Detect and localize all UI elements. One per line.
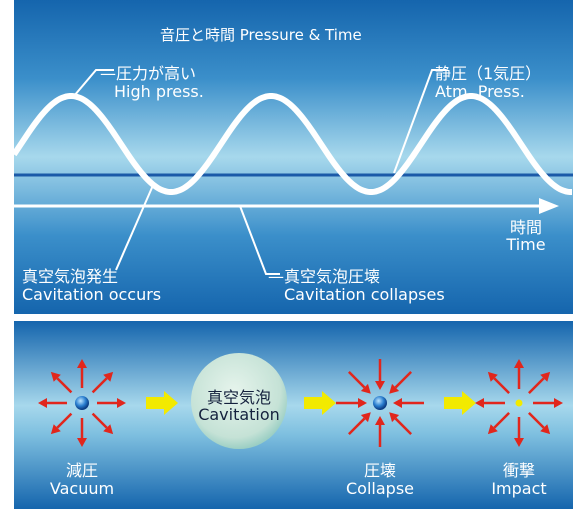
vacuum-arrow-head <box>117 398 126 408</box>
vacuum-arrow-shaft <box>91 412 108 429</box>
impact-label-en: Impact <box>491 479 547 498</box>
cavitation-process-panel: 減圧 Vacuum 真空気泡 Cavitation 圧壊 Collapse 衝撃… <box>14 321 573 509</box>
vacuum-arrow-head <box>38 398 47 408</box>
impact-arrow-shaft <box>493 412 510 429</box>
collapse-arrow-shaft <box>394 371 412 389</box>
collapse-arrow-shaft <box>348 417 366 435</box>
high-press-leader <box>73 69 114 97</box>
collapse-arrow-shaft <box>348 371 366 389</box>
collapse-arrow-head <box>389 383 400 394</box>
vacuum-arrow-shaft <box>56 412 73 429</box>
high-press-label-en: High press. <box>114 82 204 101</box>
vacuum-arrows <box>38 359 126 447</box>
cavitation-collapse-label-en: Cavitation collapses <box>284 285 445 304</box>
impact-arrow-shaft <box>528 377 545 394</box>
time-axis-arrowhead <box>539 198 559 214</box>
bubble-label-en: Cavitation <box>198 405 280 424</box>
cavitation-collapse-label-jp: —真空気泡圧壊 <box>268 267 381 286</box>
collapse-arrow-shaft <box>394 417 412 435</box>
occurs-leader <box>115 182 155 271</box>
impact-arrows <box>475 359 563 447</box>
vacuum-arrow-head <box>50 371 61 382</box>
yellow-arrow-icon <box>444 391 476 415</box>
collapse-label-jp: 圧壊 <box>363 461 396 480</box>
collapse-arrow-head <box>375 416 385 425</box>
impact-arrow-head <box>475 398 484 408</box>
collapse-arrow-head <box>360 412 371 423</box>
collapse-arrow-head <box>375 381 385 390</box>
vacuum-arrow-head <box>103 371 114 382</box>
vacuum-label-en: Vacuum <box>49 479 115 498</box>
collapse-arrow-head <box>358 398 367 408</box>
collapse-arrows <box>336 359 424 447</box>
impact-label-jp: 衝撃 <box>502 461 535 480</box>
impact-arrow-head <box>554 398 563 408</box>
impact-arrow-head <box>540 424 551 435</box>
collapse-leader <box>239 205 280 275</box>
static-press-label-jp: 静圧（1気圧） <box>435 64 542 83</box>
collapse-label-en: Collapse <box>346 479 414 498</box>
collapse-arrow-head <box>393 398 402 408</box>
static-press-leader <box>393 69 446 174</box>
collapse-arrow-head <box>389 412 400 423</box>
yellow-arrow-icon <box>304 391 336 415</box>
impact-arrow-head <box>487 424 498 435</box>
impact-arrow-head <box>514 359 524 368</box>
vacuum-arrow-shaft <box>91 377 108 394</box>
impact-arrow-head <box>514 438 524 447</box>
impact-arrow-shaft <box>493 377 510 394</box>
static-press-label-en: Atm. Press. <box>435 82 525 101</box>
vacuum-arrow-head <box>103 424 114 435</box>
vacuum-arrow-head <box>77 438 87 447</box>
vacuum-arrow-shaft <box>56 377 73 394</box>
impact-arrow-shaft <box>528 412 545 429</box>
vacuum-arrow-head <box>50 424 61 435</box>
yellow-arrow-icon <box>146 391 178 415</box>
time-label-en: Time <box>506 235 546 254</box>
panel-background <box>14 321 573 509</box>
cavitation-bubble-icon <box>191 353 287 449</box>
time-label-jp: 時間 <box>509 218 542 237</box>
pressure-wave <box>14 93 572 195</box>
collapse-bubble-icon <box>373 396 387 410</box>
vacuum-arrow-head <box>77 359 87 368</box>
pressure-time-graphic <box>14 0 573 314</box>
impact-arrow-head <box>487 371 498 382</box>
vacuum-bubble-icon <box>75 396 89 410</box>
cavitation-occurs-label-en: Cavitation occurs <box>22 285 162 304</box>
vacuum-label-jp: 減圧 <box>65 461 98 480</box>
pressure-time-panel: 音圧と時間 Pressure & Time —圧力が高い High press.… <box>14 0 573 314</box>
high-press-label-jp: —圧力が高い <box>100 64 197 83</box>
cavitation-occurs-label-jp: 真空気泡発生 <box>22 267 119 286</box>
cavitation-process-graphic <box>14 321 573 509</box>
panel-title: 音圧と時間 Pressure & Time <box>160 26 362 44</box>
impact-point-icon <box>515 399 523 407</box>
panel-background <box>14 0 573 314</box>
impact-arrow-head <box>540 371 551 382</box>
bubble-label-jp: 真空気泡 <box>206 388 271 407</box>
collapse-arrow-head <box>360 383 371 394</box>
